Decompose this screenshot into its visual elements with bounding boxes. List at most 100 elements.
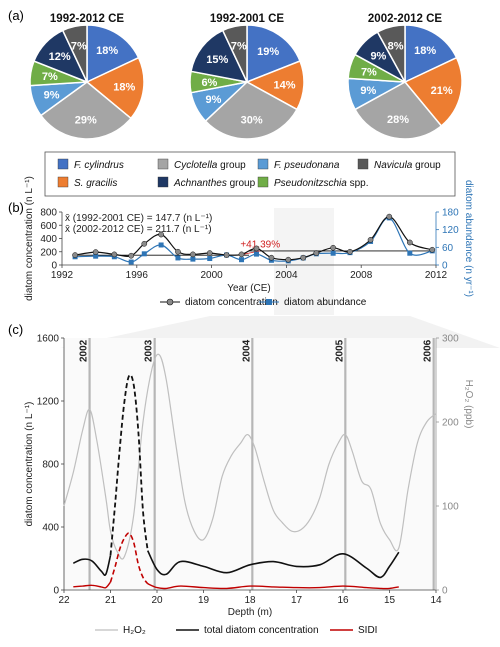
legend-swatch	[257, 176, 269, 188]
concentration-point	[406, 239, 413, 246]
legend-label: Pseudonitzschia spp.	[274, 178, 369, 189]
concentration-point	[253, 245, 260, 252]
concentration-point	[158, 231, 164, 238]
x-tick-label: 15	[384, 595, 396, 606]
pie-slice-label: 28%	[387, 114, 409, 126]
y-tick-label: 1200	[37, 397, 60, 408]
legend-label-suffix: group	[217, 160, 246, 171]
mean-annotation-1: x̄ (1992-2001 CE) = 147.7 (n L⁻¹)	[65, 213, 212, 224]
pie-slice-label: 7%	[231, 40, 247, 52]
legend-c: H₂O₂ total diatom concentration SIDI	[95, 625, 377, 636]
pie-title: 2002-2012 CE	[368, 13, 442, 25]
abundance-point	[330, 250, 336, 256]
x-tick-label: 14	[430, 595, 442, 606]
concentration-point	[175, 248, 181, 255]
legend-swatch	[157, 176, 169, 188]
pie-slice	[39, 81, 132, 140]
series-line-concentration	[75, 215, 433, 261]
abundance-point	[207, 256, 213, 262]
concentration-point	[92, 249, 99, 255]
legend-swatch	[57, 158, 69, 170]
legend-swatch	[257, 158, 269, 170]
abundance-point	[93, 253, 99, 259]
y-tick-label: 800	[42, 460, 59, 471]
y-tick-label: 800	[40, 208, 57, 219]
y2-tick-label: 120	[442, 225, 459, 236]
x-tick-label: 16	[337, 595, 349, 606]
legend-label-name: F. cylindrus	[74, 160, 124, 171]
species-legend: F. cylindrus Cyclotella group F. pseudonan…	[57, 158, 441, 189]
legend-c-h2o2-label: H₂O₂	[123, 625, 146, 636]
concentration-point	[238, 251, 245, 258]
year-marker-label: 2003	[144, 339, 155, 362]
y2-tick-label: 300	[442, 334, 459, 345]
concentration-point	[190, 251, 196, 258]
legend-label: F. cylindrus	[74, 160, 124, 171]
pie-title: 1992-2001 CE	[210, 13, 284, 25]
series-line-abundance	[75, 217, 433, 263]
pie-slice-label: 12%	[49, 51, 71, 63]
concentration-point	[128, 252, 135, 259]
pie-slice	[221, 24, 248, 83]
pie-slice-label: 7%	[42, 71, 58, 83]
y2-tick-label: 200	[442, 418, 459, 429]
pie-slice-label: 9%	[360, 85, 376, 97]
y-tick-label: 400	[42, 523, 59, 534]
legend-b-abundance-label: diatom abundance	[284, 297, 367, 308]
pie-slice-label: 19%	[257, 46, 279, 58]
x-tick-label: 17	[291, 595, 303, 606]
concentration-point	[111, 251, 118, 258]
year-marker-label: 2002	[79, 339, 90, 362]
series-line-sidi-b	[147, 583, 399, 590]
chart-c: 2002 2003 2004 2005 2006 0 400 800 1200 1600 0 100 2…	[24, 334, 474, 619]
pie-slice-label: 15%	[206, 54, 228, 66]
legend-label-suffix: group	[412, 160, 441, 171]
y2-tick-label: 0	[442, 586, 448, 597]
pie-slice	[204, 81, 298, 140]
concentration-point	[268, 254, 275, 261]
series-line-sidi-dashed	[109, 532, 149, 585]
series-line-sidi-a	[73, 581, 112, 589]
y-tick-label: 0	[51, 261, 57, 272]
year-marker-label: 2004	[241, 339, 252, 362]
x-tick-label: 2000	[200, 270, 223, 281]
x-tick-label: 21	[105, 595, 117, 606]
x-tick-label: 18	[244, 595, 256, 606]
pie-slice	[404, 24, 458, 84]
legend-label-suffix: group	[227, 178, 256, 189]
abundance-point	[190, 256, 196, 262]
increase-annotation: +41.39%	[240, 239, 280, 250]
pie-slice-label: 7%	[71, 40, 87, 52]
legend-label-name: Pseudonitzschia	[274, 178, 347, 189]
y2-tick-label: 0	[442, 261, 448, 272]
pie-slice-label: 7%	[361, 67, 377, 79]
pie-slice-label: 9%	[44, 90, 60, 102]
legend-swatch	[157, 158, 169, 170]
concentration-point	[285, 256, 292, 263]
panel-label-b: (b)	[8, 200, 24, 215]
legend-label: Achnanthes group	[173, 178, 256, 189]
y-tick-label: 400	[40, 234, 57, 245]
x-tick-label: 2004	[275, 270, 298, 281]
pie-chart-2: 1992-2001 CE 19% 14% 30% 9% 6% 15%7%	[189, 13, 305, 140]
pie-slice	[354, 81, 443, 140]
y2-tick-label: 100	[442, 502, 459, 513]
legend-c-total-label: total diatom concentration	[204, 625, 319, 636]
pie-slice	[190, 29, 249, 84]
y-axis-label: diatom concentration (n L⁻¹)	[24, 402, 35, 527]
concentration-point	[223, 252, 230, 258]
year-marker-label: 2005	[334, 339, 345, 362]
series-line-total-a	[72, 555, 112, 577]
mean-annotation-2: x̄ (2002-2012 CE) = 211.7 (n L⁻¹)	[65, 224, 212, 235]
legend-label: Navicula group	[374, 160, 441, 171]
pie-slice-label: 9%	[370, 50, 386, 62]
pie-slice-label: 18%	[96, 45, 118, 57]
chart-b: 0 200 400 600 800 0 60 120 180 1992 1996 2000 2004 20…	[24, 176, 474, 301]
abundance-point	[141, 251, 147, 257]
y2-tick-label: 60	[442, 243, 454, 254]
abundance-point	[175, 255, 181, 261]
legend-b-concentration-label: diatom concentration	[185, 297, 278, 308]
concentration-point	[429, 246, 436, 253]
pie-slice-label: 6%	[201, 77, 217, 89]
